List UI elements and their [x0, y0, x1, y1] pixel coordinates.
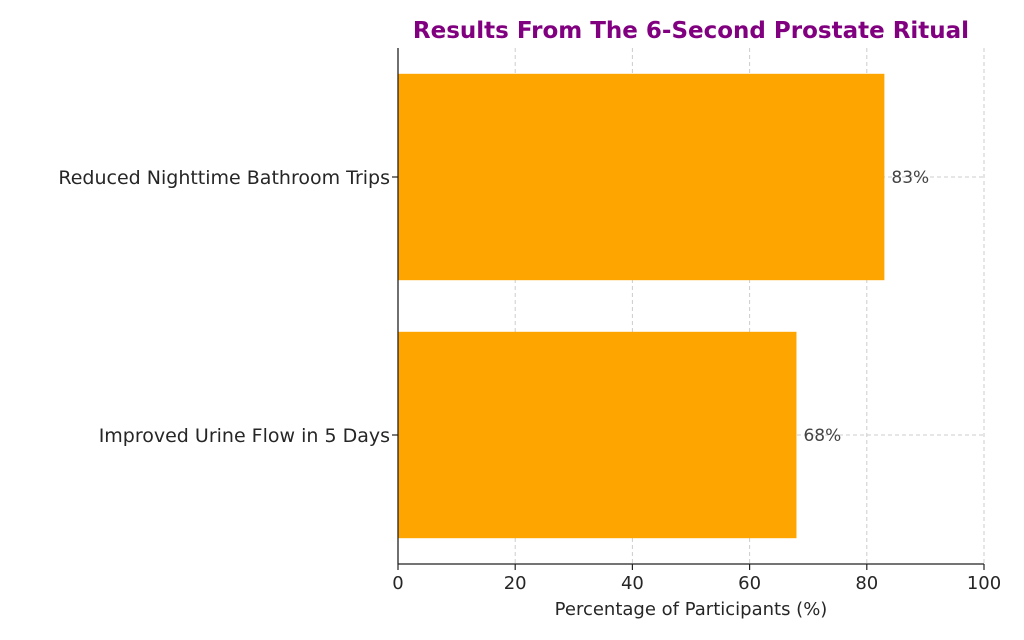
- y-tick-label: Improved Urine Flow in 5 Days: [99, 425, 390, 447]
- data-label: 83%: [891, 168, 929, 188]
- x-tick-label: 40: [621, 573, 644, 594]
- x-tick-label: 80: [855, 573, 878, 594]
- bar: [398, 73, 885, 281]
- x-axis-label: Percentage of Participants (%): [555, 599, 828, 620]
- chart-title: Results From The 6-Second Prostate Ritua…: [413, 18, 969, 44]
- x-tick-label: 0: [392, 573, 403, 594]
- data-label: 68%: [803, 426, 841, 446]
- x-tick-label: 20: [504, 573, 527, 594]
- x-tick-label: 100: [967, 573, 1001, 594]
- axes: 0 20 40 60 80 100 Reduced Nighttime Bathroom T…: [58, 48, 1001, 594]
- bars: 83% 68%: [398, 73, 929, 539]
- x-tick-label: 60: [738, 573, 761, 594]
- bar: [398, 331, 797, 539]
- y-tick-label: Reduced Nighttime Bathroom Trips: [58, 167, 390, 189]
